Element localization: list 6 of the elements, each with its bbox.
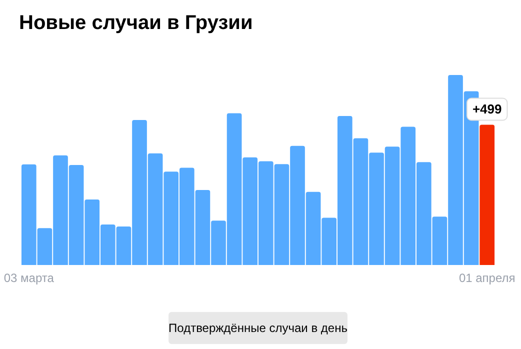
data-label: +499	[472, 102, 502, 117]
bar	[480, 124, 495, 265]
x-axis-title: Подтверждённые случаи в день	[168, 321, 348, 335]
chart-title: Новые случаи в Грузии	[19, 12, 253, 34]
x-tick-label: 01 апреля	[458, 271, 516, 285]
x-tick-label: 03 марта	[4, 271, 54, 285]
